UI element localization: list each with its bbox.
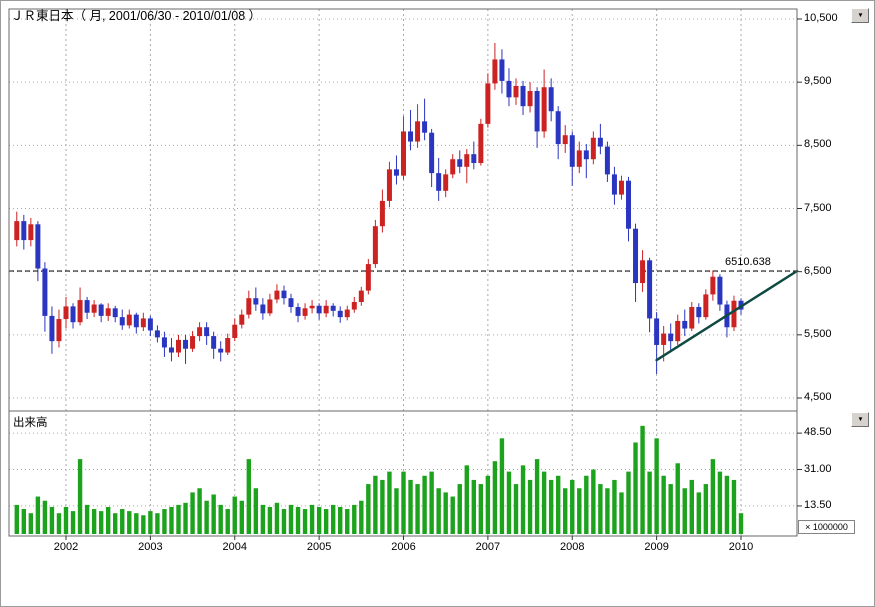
year-axis-label: 2007 [475, 541, 501, 553]
year-axis-label: 2008 [560, 541, 585, 553]
price-axis-label: 6,500 [804, 264, 832, 277]
year-axis-label: 2009 [644, 541, 669, 553]
level-line-label: 6510.638 [725, 255, 771, 268]
year-axis-label: 2002 [53, 541, 79, 553]
year-axis-label: 2003 [138, 541, 163, 553]
price-axis-label: 9,500 [804, 75, 832, 88]
price-axis-label: 10,500 [804, 12, 838, 24]
volume-pane-label: 出来高 [13, 417, 48, 429]
price-axis-label: 7,500 [804, 201, 832, 214]
volume-multiplier-box: × 1000000 [798, 520, 855, 534]
price-axis-label: 5,500 [804, 327, 832, 340]
chevron-down-icon: ▼ [856, 12, 864, 19]
price-scale-dropdown-button[interactable]: ▼ [851, 8, 869, 23]
price-axis-label: 4,500 [804, 391, 832, 403]
volume-axis-label: 48.50 [804, 426, 832, 439]
year-axis-label: 2010 [728, 541, 754, 553]
chart-title: ＪＲ東日本（ 月, 2001/06/30 - 2010/01/08 ） [11, 9, 262, 23]
year-axis-label: 2004 [222, 541, 247, 553]
chevron-down-icon: ▼ [856, 416, 864, 423]
price-axis-label: 8,500 [804, 138, 832, 151]
volume-axis-label: 13.50 [804, 498, 832, 511]
volume-axis-label: 31.00 [804, 462, 832, 475]
year-axis-label: 2005 [306, 541, 332, 553]
year-axis-label: 2006 [391, 541, 416, 553]
volume-scale-dropdown-button[interactable]: ▼ [851, 412, 869, 427]
